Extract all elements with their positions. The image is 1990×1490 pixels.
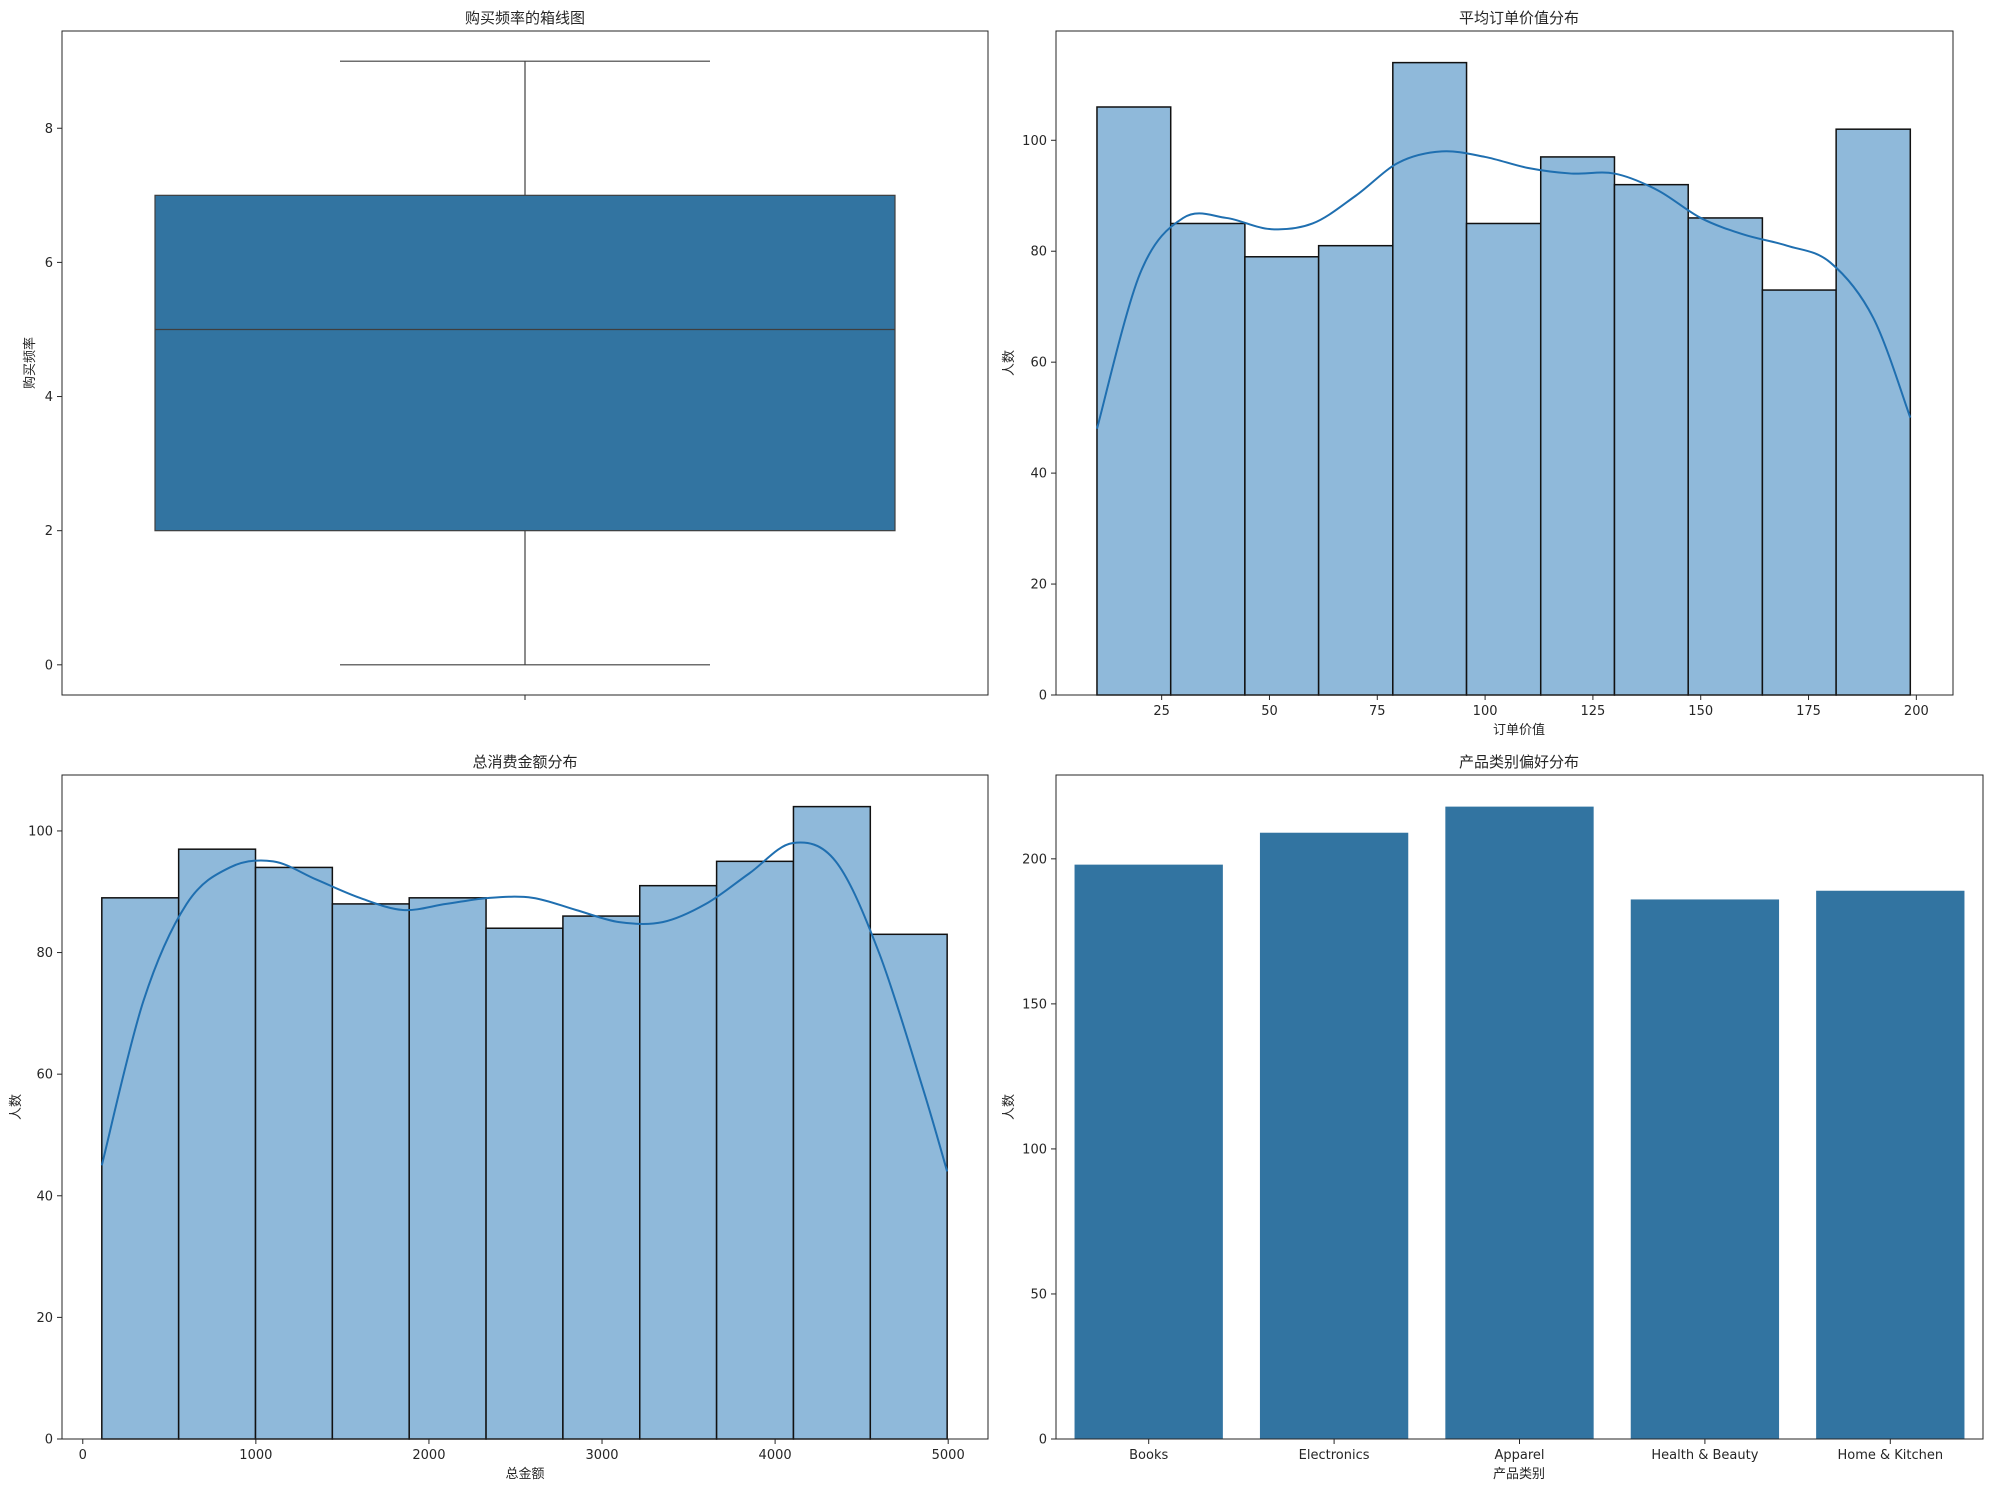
x-tick-label: 50 (1261, 704, 1278, 719)
y-tick-label: 6 (45, 256, 53, 271)
chart-title: 产品类别偏好分布 (1459, 753, 1579, 771)
histogram-bar (639, 884, 718, 1440)
histogram-bar (1244, 256, 1320, 696)
histogram-bar (869, 933, 948, 1440)
y-tick-label: 20 (36, 1311, 53, 1326)
x-tick-label: 25 (1153, 704, 1170, 719)
x-tick-label: Health & Beauty (1651, 1448, 1758, 1463)
y-axis-label: 人数 (1002, 350, 1017, 376)
y-tick-label: 150 (1022, 997, 1047, 1012)
y-tick-label: 80 (1030, 245, 1047, 260)
histogram-bar (1392, 61, 1468, 696)
histogram-bar (1465, 222, 1542, 696)
category-bar (1445, 806, 1594, 1439)
category-bar (1259, 832, 1409, 1439)
x-tick-label: Electronics (1299, 1448, 1370, 1463)
x-tick-label: Books (1129, 1448, 1168, 1463)
panel-box-plot: 购买频率的箱线图 0 2 4 6 8 购买频率 (22, 9, 989, 700)
x-tick-label: 5000 (932, 1448, 965, 1463)
chart-title: 平均订单价值分布 (1459, 9, 1579, 27)
x-axis-label: 产品类别 (1493, 1467, 1545, 1482)
panel-order-value-histogram: 平均订单价值分布 0 20 40 60 80 100 25 50 75 100 125 150 175… (1002, 9, 1954, 738)
histogram-bar (1096, 106, 1172, 696)
iqr-box (154, 194, 896, 532)
histogram-bar (1687, 217, 1764, 696)
y-tick-label: 2 (45, 524, 53, 539)
y-tick-label: 40 (1030, 467, 1047, 482)
histogram-bar (485, 927, 564, 1440)
histogram-bar (1761, 289, 1837, 696)
y-tick-label: 100 (1022, 134, 1047, 149)
histogram-bar (331, 903, 410, 1440)
histogram-bar (254, 866, 334, 1440)
y-axis-label: 人数 (9, 1094, 24, 1120)
x-tick-label: 200 (1904, 704, 1929, 719)
category-bar (1630, 899, 1780, 1439)
y-tick-label: 0 (1039, 689, 1047, 704)
category-bar (1074, 864, 1223, 1439)
y-tick-label: 60 (36, 1068, 53, 1083)
y-axis-label: 人数 (1002, 1094, 1017, 1120)
histogram-bar (408, 897, 487, 1440)
histogram-bar (101, 897, 180, 1440)
axes-frame (61, 774, 989, 1440)
y-tick-label: 200 (1022, 852, 1047, 867)
x-tick-label: 175 (1796, 704, 1821, 719)
kde-curve (100, 841, 949, 1172)
axes-frame (1055, 774, 1984, 1440)
histogram-bar (1317, 244, 1394, 696)
x-tick-label: 125 (1580, 704, 1605, 719)
y-tick-label: 0 (45, 1433, 53, 1448)
y-tick-label: 100 (28, 824, 53, 839)
x-tick-label: 0 (79, 1448, 87, 1463)
y-tick-label: 60 (1030, 356, 1047, 371)
y-tick-label: 80 (36, 946, 53, 961)
histogram-bar (1613, 183, 1689, 696)
kde-curve (1096, 150, 1912, 430)
y-tick-label: 100 (1022, 1142, 1047, 1157)
histogram-bar (715, 860, 795, 1440)
x-tick-label: 75 (1369, 704, 1386, 719)
x-tick-label: Home & Kitchen (1837, 1448, 1943, 1463)
y-tick-label: 4 (45, 390, 53, 405)
y-tick-label: 0 (45, 658, 53, 673)
histogram-bar (562, 915, 641, 1440)
histogram-bar (1835, 128, 1912, 696)
panel-category-bar-chart: 产品类别偏好分布 0 50 100 150 200 Books Electronics Ap… (1002, 753, 1984, 1482)
chart-title: 购买频率的箱线图 (465, 9, 585, 27)
x-tick-label: 2000 (412, 1448, 445, 1463)
y-tick-label: 50 (1030, 1287, 1047, 1302)
histogram-bar (177, 848, 257, 1440)
y-tick-label: 8 (45, 122, 53, 137)
x-tick-label: 150 (1688, 704, 1713, 719)
panel-total-spend-histogram: 总消费金额分布 0 20 40 60 80 100 0 1000 2000 3000 4000 50… (9, 753, 989, 1482)
x-tick-label: 3000 (585, 1448, 618, 1463)
y-tick-label: 40 (36, 1189, 53, 1204)
x-tick-label: Apparel (1494, 1448, 1544, 1463)
x-axis-label: 总金额 (505, 1466, 544, 1482)
histogram-bar (1169, 222, 1246, 696)
axes-frame (1055, 30, 1954, 696)
x-tick-label: 100 (1473, 704, 1498, 719)
category-bar (1816, 890, 1965, 1439)
x-tick-label: 4000 (759, 1448, 792, 1463)
x-tick-label: 1000 (239, 1448, 272, 1463)
x-axis-label: 订单价值 (1493, 722, 1545, 738)
histogram-bar (1539, 156, 1616, 696)
y-axis-label: 购买频率 (22, 337, 38, 389)
chart-title: 总消费金额分布 (472, 753, 577, 771)
y-tick-label: 20 (1030, 578, 1047, 593)
y-tick-label: 0 (1039, 1433, 1047, 1448)
